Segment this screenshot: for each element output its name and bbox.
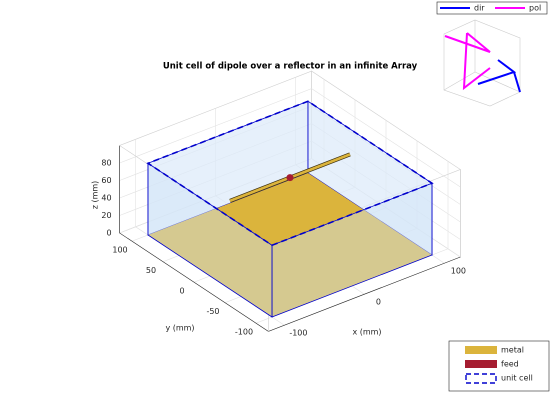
z-tick-label: 80	[101, 159, 111, 168]
x-tick-label: 0	[376, 298, 381, 307]
z-axis-label: z (mm)	[91, 181, 100, 210]
z-tick-label: 40	[101, 194, 111, 203]
legend-box	[448, 340, 550, 392]
legend-label: unit cell	[501, 374, 533, 383]
legend-swatch	[465, 360, 497, 368]
legend-label: pol	[529, 4, 541, 13]
x-axis-label: x (mm)	[352, 328, 381, 337]
y-tick-label: -100	[235, 328, 253, 337]
pol-arrow	[462, 32, 491, 91]
z-tick-label: 0	[107, 229, 112, 238]
orientation-inset	[443, 19, 521, 107]
pol-arrow	[444, 32, 491, 53]
y-tick-label: 0	[179, 287, 184, 296]
inset-grid	[474, 71, 521, 93]
feed	[286, 174, 294, 182]
x-tick-label: 100	[451, 267, 466, 276]
legend-label: dir	[474, 4, 485, 13]
inset-frame	[443, 19, 521, 107]
unit-cell-top	[146, 100, 434, 247]
y-tick-label: 50	[146, 266, 156, 275]
y-tick-label: 100	[112, 246, 127, 255]
legend-label: feed	[501, 360, 519, 369]
z-tick-label: 60	[101, 176, 111, 185]
legend-label: metal	[501, 346, 524, 355]
x-tick-label: -100	[289, 329, 307, 338]
grid-line	[119, 88, 461, 188]
y-tick-label: -50	[206, 307, 219, 316]
chart-title: Unit cell of dipole over a reflector in …	[163, 62, 418, 72]
legend-box	[436, 1, 548, 15]
y-axis-label: y (mm)	[165, 324, 194, 333]
ground-plane	[148, 173, 432, 317]
axis-line	[119, 145, 461, 332]
inset-grid	[443, 71, 476, 91]
dir-arrow	[513, 71, 521, 93]
legend-swatch	[465, 373, 497, 384]
legend-swatch	[465, 346, 497, 354]
z-tick-label: 20	[101, 211, 111, 220]
